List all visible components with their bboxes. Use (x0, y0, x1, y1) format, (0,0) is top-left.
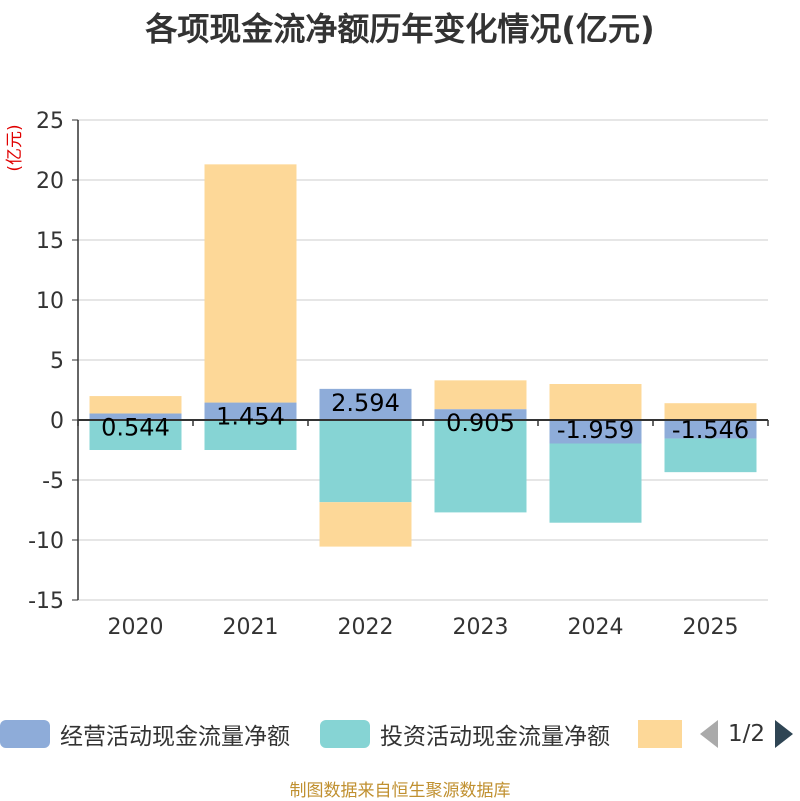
data-label: -1.959 (557, 416, 634, 444)
y-tick-label: -5 (42, 469, 64, 494)
bar-2025-series-2[interactable] (664, 403, 757, 420)
bar-2021-series-1[interactable] (204, 420, 297, 450)
y-tick-label: 10 (36, 289, 64, 314)
y-tick-label: -15 (28, 589, 64, 614)
y-tick-label: 5 (50, 349, 64, 374)
bar-2024-series-0[interactable] (549, 420, 642, 444)
legend-item-third[interactable] (638, 712, 692, 756)
bar-2021-series-2[interactable] (204, 164, 297, 403)
y-tick-label: 20 (36, 169, 64, 194)
data-label: 0.905 (446, 409, 515, 437)
y-tick-label: 0 (50, 409, 64, 434)
bar-2022-series-0[interactable] (319, 388, 412, 420)
legend: 经营活动现金流量净额 投资活动现金流量净额 1/2 (0, 712, 800, 756)
bar-2025-series-1[interactable] (664, 438, 757, 473)
data-labels: 0.544 1.454 2.594 0.905 -1.959 -1.546 (101, 389, 749, 444)
data-label: 1.454 (216, 403, 285, 431)
bar-2021-series-0[interactable] (204, 402, 297, 420)
legend-item-operating[interactable]: 经营活动现金流量净额 (0, 712, 290, 756)
x-tick-label: 2020 (108, 615, 164, 640)
legend-swatch (638, 720, 682, 748)
legend-page-indicator: 1/2 (728, 721, 766, 747)
bars (89, 164, 757, 547)
legend-pager: 1/2 (700, 712, 794, 756)
legend-swatch (320, 720, 370, 748)
data-label: -1.546 (672, 416, 749, 444)
axes: 25 20 15 10 5 0 -5 -10 -15 2020 2021 2022 2023 2024 20… (28, 109, 769, 640)
bar-2025-series-0[interactable] (664, 420, 757, 439)
x-tick-label: 2025 (683, 615, 739, 640)
source-note: 制图数据来自恒生聚源数据库 (289, 781, 511, 801)
bar-2020-series-2[interactable] (89, 396, 182, 414)
y-tick-label: -10 (28, 529, 64, 554)
bar-2024-series-1[interactable] (549, 443, 642, 523)
y-tick-label: 25 (36, 109, 64, 134)
legend-item-investing[interactable]: 投资活动现金流量净额 (320, 712, 610, 756)
bar-2020-series-0[interactable] (89, 413, 182, 420)
bar-2023-series-2[interactable] (434, 380, 527, 410)
x-tick-label: 2021 (223, 615, 279, 640)
legend-label: 经营活动现金流量净额 (60, 724, 290, 750)
x-tick-label: 2022 (338, 615, 394, 640)
bar-2022-series-2[interactable] (319, 502, 412, 547)
grid-lines (78, 119, 768, 601)
bar-2022-series-1[interactable] (319, 420, 412, 503)
bar-2023-series-0[interactable] (434, 409, 527, 420)
y-tick-label: 15 (36, 229, 64, 254)
bar-2023-series-1[interactable] (434, 420, 527, 513)
bar-2024-series-2[interactable] (549, 384, 642, 420)
x-tick-label: 2024 (568, 615, 624, 640)
data-label: 2.594 (331, 389, 400, 417)
legend-prev-icon[interactable] (700, 720, 718, 748)
x-tick-label: 2023 (453, 615, 509, 640)
legend-label: 投资活动现金流量净额 (380, 724, 610, 750)
legend-swatch (0, 720, 50, 748)
bar-2020-series-1[interactable] (89, 420, 182, 450)
chart-canvas: 25 20 15 10 5 0 -5 -10 -15 2020 2021 2022 2023 2024 20… (5, 109, 769, 640)
data-label: 0.544 (101, 413, 170, 441)
chart-title: 各项现金流净额历年变化情况(亿元) (145, 10, 655, 48)
y-axis-unit: (亿元) (5, 124, 25, 171)
legend-next-icon[interactable] (775, 720, 794, 748)
